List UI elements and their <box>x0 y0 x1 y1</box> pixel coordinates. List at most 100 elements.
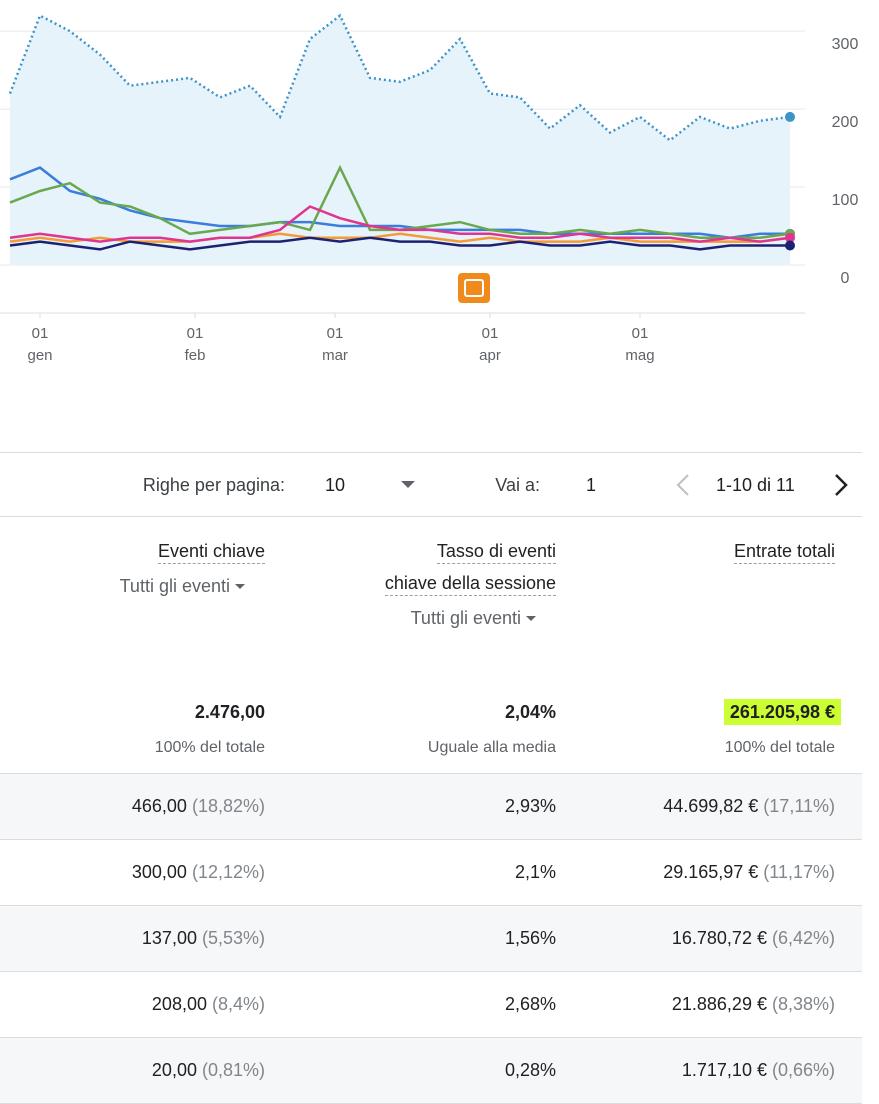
total-note: 100% del totale <box>724 739 835 756</box>
cell-value: 2,1% <box>514 862 556 882</box>
header-text: Entrate totali <box>733 541 835 564</box>
cell: 1.717,10 € (0,66%) <box>682 1059 835 1081</box>
total-note: 100% del totale <box>154 739 265 756</box>
total-value: 261.205,98 € <box>723 699 841 725</box>
x-tick-label: 01 <box>187 325 204 342</box>
cell: 44.699,82 € (17,11%) <box>663 795 835 817</box>
cell: 466,00 (18,82%) <box>132 795 265 817</box>
cell-share: (5,53%) <box>201 928 265 948</box>
cell-share: (8,38%) <box>771 994 835 1014</box>
end-marker <box>785 232 795 243</box>
filter-arrow <box>235 584 245 589</box>
filter-arrow <box>526 616 536 621</box>
x-tick-sublabel: mar <box>322 347 348 364</box>
line <box>8 13 791 142</box>
cell-value: 20,00 <box>151 1060 197 1080</box>
x-tick-sublabel: gen <box>27 347 52 364</box>
next-page[interactable] <box>834 473 848 497</box>
cell: 2,1% <box>515 861 556 883</box>
x-tick-label: 01 <box>327 325 344 342</box>
cell: 137,00 (5,53%) <box>142 927 265 949</box>
cell-share: (17,11%) <box>763 796 835 816</box>
page-range: 1-10 di 11 <box>716 475 795 495</box>
header-text: Eventi chiave <box>157 541 265 564</box>
prev-page[interactable] <box>676 473 690 497</box>
x-tick-sublabel: feb <box>185 347 206 364</box>
goto-input[interactable]: 1 <box>586 475 597 495</box>
table-row <box>0 774 862 840</box>
cell-value: 300,00 <box>131 862 187 882</box>
cell-value: 44.699,82 € <box>663 796 759 816</box>
x-tick-sublabel: apr <box>479 347 501 364</box>
end-marker <box>785 240 795 251</box>
cell-share: (11,17%) <box>763 862 835 882</box>
cell-value: 16.780,72 € <box>671 928 767 948</box>
total-text: 261.205,98 € <box>723 699 841 725</box>
line <box>9 236 790 251</box>
chart: 0 100 200 300 01 gen 01 feb 01 mar 01 apr 01 mag <box>0 13 859 364</box>
cell-value: 1,56% <box>504 928 556 948</box>
cell-value: 208,00 <box>151 994 207 1014</box>
total-text: 2.476,00 <box>194 702 265 722</box>
header-text: chiave della sessione <box>384 573 556 596</box>
cell: 0,28% <box>505 1059 556 1081</box>
dropdown-arrow[interactable] <box>401 481 415 489</box>
total-note: Uguale alla media <box>427 739 556 756</box>
line <box>9 232 791 243</box>
y-tick-label: 100 <box>832 192 859 209</box>
cell: 1,56% <box>505 927 556 949</box>
line <box>9 166 790 239</box>
cell-value: 0,28% <box>504 1060 556 1080</box>
x-tick-label: 01 <box>632 325 649 342</box>
area <box>10 15 790 265</box>
x-tick-label: 01 <box>32 325 49 342</box>
cell: 2,93% <box>505 795 556 817</box>
y-tick-label: 200 <box>832 114 859 131</box>
table-row <box>0 1038 862 1104</box>
total-text: 2,04% <box>504 702 556 722</box>
cell-value: 1.717,10 € <box>681 1060 767 1080</box>
total-value: 2,04% <box>505 701 556 723</box>
divider <box>0 773 862 774</box>
cell-value: 466,00 <box>131 796 187 816</box>
x-tick-label: 01 <box>482 325 499 342</box>
cell-value: 21.886,29 € <box>671 994 767 1014</box>
cell-value: 2,93% <box>504 796 556 816</box>
divider <box>0 452 862 453</box>
cell-share: (18,82%) <box>191 796 265 816</box>
cell: 2,68% <box>505 993 556 1015</box>
filter-select[interactable]: Tutti gli eventi <box>410 608 521 628</box>
cell: 29.165,97 € (11,17%) <box>663 861 835 883</box>
cell-share: (6,42%) <box>771 928 835 948</box>
cell-share: (0,81%) <box>201 1060 265 1080</box>
cell-share: (8,4%) <box>211 994 265 1014</box>
cell: 16.780,72 € (6,42%) <box>672 927 835 949</box>
cell-value: 137,00 <box>141 928 197 948</box>
end-marker <box>785 111 795 122</box>
divider <box>0 516 862 517</box>
table-row <box>0 972 862 1038</box>
table-row <box>0 840 862 906</box>
header-text: Tasso di eventi <box>436 541 556 564</box>
annotation-inner <box>464 279 484 297</box>
y-tick-label: 300 <box>832 36 859 53</box>
cell-value: 29.165,97 € <box>663 862 759 882</box>
line <box>9 205 791 243</box>
cell: 21.886,29 € (8,38%) <box>672 993 835 1015</box>
table-row <box>0 906 862 972</box>
x-tick-sublabel: mag <box>625 347 654 364</box>
cell-value: 2,68% <box>504 994 556 1014</box>
column-header: Tasso di eventi <box>436 540 556 564</box>
column-header: Eventi chiave <box>157 540 265 564</box>
filter-select[interactable]: Tutti gli eventi <box>119 576 230 596</box>
cell-share: (0,66%) <box>771 1060 835 1080</box>
column-header: Entrate totali <box>733 540 835 564</box>
cell: 300,00 (12,12%) <box>132 861 265 883</box>
goto-label: Vai a: <box>495 475 540 495</box>
annotation-icon <box>458 273 490 303</box>
annotation-box <box>458 273 490 303</box>
rows-select[interactable]: 10 <box>325 475 346 495</box>
cell: 20,00 (0,81%) <box>152 1059 265 1081</box>
rows-label: Righe per pagina: <box>142 475 285 495</box>
